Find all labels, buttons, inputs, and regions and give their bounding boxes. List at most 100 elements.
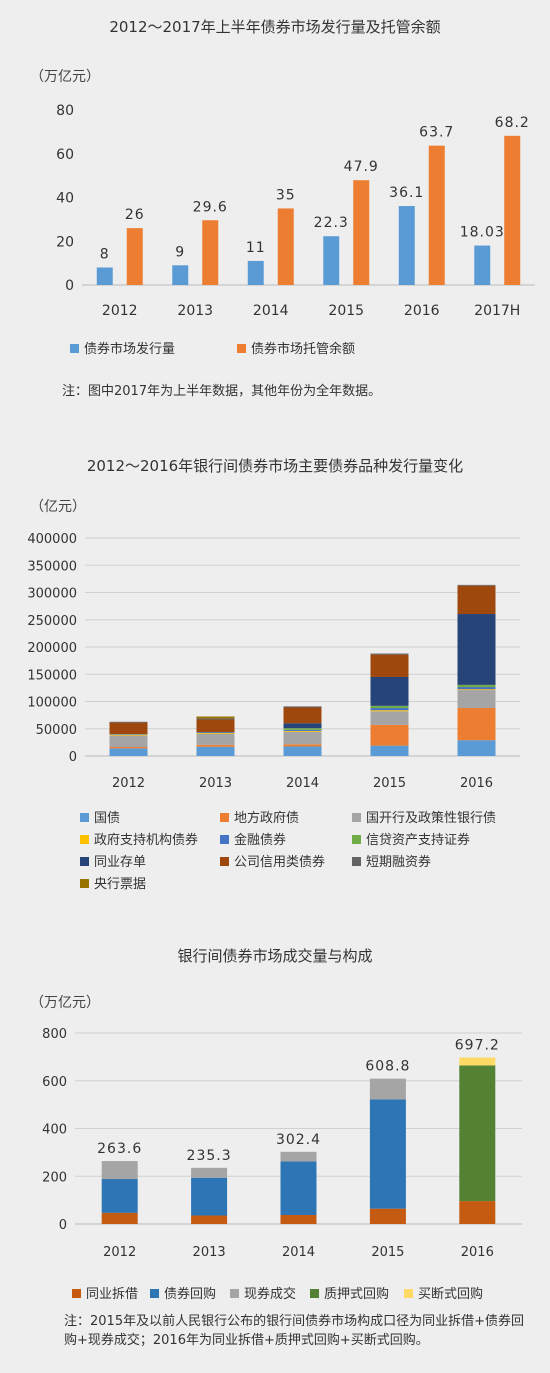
x-tick-label: 2015 — [373, 776, 406, 791]
legend-label: 国债 — [94, 811, 121, 826]
x-tick-label: 2013 — [199, 776, 232, 791]
legend-item: 质押式回购 — [310, 1283, 389, 1302]
x-tick-label: 2016 — [460, 776, 493, 791]
data-label: 63.7 — [419, 125, 454, 141]
y-tick-label: 0 — [65, 278, 74, 294]
y-tick-label: 100000 — [27, 696, 77, 711]
y-tick-label: 50000 — [36, 723, 77, 738]
x-tick-label: 2016 — [461, 1245, 494, 1260]
bar-segment — [370, 676, 409, 706]
bar-segment — [370, 654, 409, 677]
y-tick-label: 800 — [42, 1027, 67, 1042]
bar-segment — [370, 745, 409, 756]
bar-segment — [370, 710, 409, 712]
bar-segment — [283, 707, 322, 724]
legend-item: 现券成交 — [230, 1283, 296, 1302]
total-label: 608.8 — [365, 1059, 410, 1075]
chart2-unit-label: （亿元） — [30, 499, 86, 515]
x-tick-label: 2014 — [286, 776, 319, 791]
bar-segment — [280, 1151, 317, 1162]
x-tick-label: 2012 — [112, 776, 145, 791]
bar-segment — [196, 733, 235, 734]
legend-item: 金融债券 — [220, 829, 286, 848]
x-tick-label: 2012 — [103, 1245, 136, 1260]
legend-label: 买断式回购 — [418, 1287, 484, 1302]
legend-swatch — [230, 1289, 239, 1298]
total-label: 697.2 — [455, 1038, 500, 1054]
bar-segment — [459, 1057, 496, 1066]
bar-segment — [370, 708, 409, 711]
x-tick-label: 2014 — [253, 303, 289, 319]
y-tick-label: 400000 — [27, 532, 77, 547]
legend-swatch — [220, 857, 229, 866]
data-label: 35 — [276, 187, 296, 203]
bar-segment — [457, 684, 496, 688]
legend-label: 质押式回购 — [324, 1287, 390, 1302]
x-tick-label: 2016 — [404, 303, 440, 319]
data-label: 9 — [175, 244, 185, 260]
legend-swatch — [80, 879, 89, 888]
legend-label: 信贷资产支持证券 — [366, 833, 471, 848]
legend-item: 国开行及政策性银行债 — [352, 807, 496, 826]
legend-swatch — [80, 857, 89, 866]
bar-segment — [457, 740, 496, 756]
bar-segment — [457, 585, 496, 615]
data-label: 22.3 — [314, 215, 349, 231]
bar-segment — [283, 744, 322, 747]
bar-segment — [109, 734, 148, 735]
bar — [323, 236, 340, 285]
bar-segment — [459, 1201, 496, 1224]
legend-label: 国开行及政策性银行债 — [366, 811, 497, 826]
bar-segment — [196, 733, 235, 745]
bar-segment — [369, 1099, 406, 1209]
legend-label: 现券成交 — [244, 1287, 297, 1302]
legend-swatch — [352, 813, 361, 822]
bar-segment — [109, 735, 148, 748]
bar-segment — [196, 718, 235, 720]
total-label: 263.6 — [97, 1141, 142, 1157]
chart3-note: 注：2015年及以前人民银行公布的银行间债券市场构成口径为同业拆借+债券回购+现… — [64, 1314, 524, 1348]
legend-item: 信贷资产支持证券 — [352, 829, 470, 848]
x-tick-label: 2017H — [474, 303, 520, 319]
bar-segment — [101, 1179, 138, 1213]
x-tick-label: 2013 — [193, 1245, 226, 1260]
legend-label: 央行票据 — [94, 877, 147, 892]
bar-segment — [283, 729, 322, 731]
legend-swatch — [150, 1289, 159, 1298]
y-tick-label: 80 — [56, 103, 74, 119]
legend-swatch — [310, 1289, 319, 1298]
chart2-legend: 国债 地方政府债 国开行及政策性银行债 政府支持机构债券 金融债券 信贷资产支持证券 同业存… — [0, 807, 550, 897]
data-label: 26 — [125, 207, 145, 223]
y-tick-label: 200 — [42, 1170, 67, 1185]
x-tick-label: 2015 — [328, 303, 364, 319]
data-label: 36.1 — [389, 185, 424, 201]
bar — [504, 135, 521, 285]
bar-segment — [280, 1214, 317, 1224]
chart3-unit-label: （万亿元） — [30, 995, 100, 1011]
data-label: 18.03 — [460, 225, 505, 241]
bar-segment — [369, 1208, 406, 1224]
legend-swatch — [352, 835, 361, 844]
bar — [353, 180, 370, 285]
bar-segment — [191, 1167, 228, 1178]
legend-swatch — [352, 857, 361, 866]
legend-label: 债券市场发行量 — [84, 342, 176, 357]
legend-label: 地方政府债 — [234, 811, 300, 826]
bar-segment — [370, 724, 409, 746]
legend-swatch — [80, 835, 89, 844]
chart2-plot: 0 50000 100000 150000 200000 250000 300000 3500… — [27, 532, 520, 791]
y-tick-label: 60 — [56, 147, 74, 163]
bar-segment — [196, 744, 235, 747]
bar — [474, 245, 491, 285]
legend-item: 政府支持机构债券 — [80, 829, 198, 848]
bar-segment — [370, 711, 409, 725]
bar-segment — [459, 1065, 496, 1202]
y-tick-label: 350000 — [27, 559, 77, 574]
bar-segment — [109, 748, 148, 756]
legend-swatch — [72, 1289, 81, 1298]
bar-segment — [457, 687, 496, 690]
bar-segment — [196, 716, 235, 719]
bar-segment — [457, 708, 496, 741]
legend-label: 金融债券 — [234, 833, 287, 848]
total-label: 235.3 — [187, 1148, 232, 1164]
